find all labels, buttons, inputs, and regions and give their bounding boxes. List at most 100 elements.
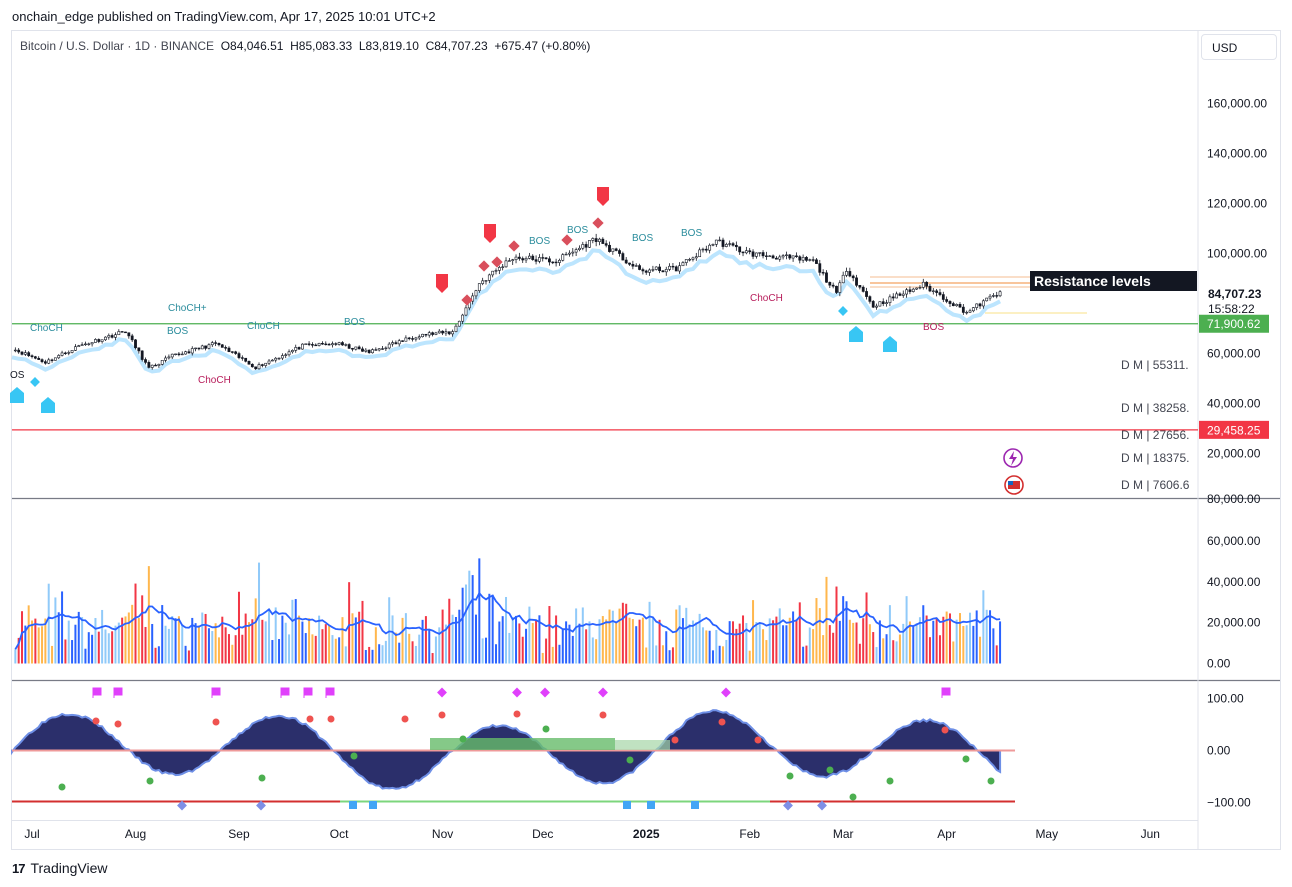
volume-bar	[608, 609, 611, 664]
sell-diamond-marker	[461, 294, 473, 306]
volume-bar	[965, 625, 968, 664]
candle-body	[64, 352, 67, 355]
oscillator-signal-dot	[306, 715, 314, 723]
candle-body	[321, 343, 324, 345]
volume-bar	[364, 650, 367, 664]
volume-bar	[424, 616, 427, 664]
structure-label: ChoCH	[30, 323, 63, 334]
oscillator-signal-dot	[941, 726, 949, 734]
buy-diamond-marker	[838, 306, 848, 316]
volume-bar	[959, 613, 961, 664]
volume-ma-line	[14, 591, 1001, 650]
volume-bar	[127, 612, 130, 664]
volume-tick-label: 80,000.00	[1207, 492, 1261, 506]
volume-bar	[411, 641, 414, 664]
volume-bar	[812, 629, 815, 664]
volume-bar	[204, 613, 207, 664]
structure-label: ChoCH	[247, 321, 280, 332]
oscillator-flag-icon	[211, 687, 221, 698]
candle-body	[311, 344, 314, 346]
candle-body	[975, 303, 979, 308]
structure-label: BOS	[167, 326, 188, 337]
volume-bar	[701, 627, 704, 664]
volume-bar	[301, 621, 304, 664]
volume-bar	[892, 640, 895, 664]
oscillator-flag-icon	[303, 687, 313, 698]
volume-bar	[818, 608, 821, 664]
volume-bar	[374, 627, 377, 664]
oscillator-diamond-marker	[512, 687, 522, 698]
candle-body	[878, 301, 882, 307]
oscillator-signal-dot	[599, 711, 607, 719]
volume-bar	[97, 631, 100, 664]
brand-name: TradingView	[30, 860, 108, 876]
symbol-legend[interactable]: Bitcoin / U.S. Dollar · 1D · BINANCE O84…	[20, 39, 590, 53]
candle-body	[224, 347, 228, 349]
volume-bar	[224, 627, 227, 664]
candle-body	[397, 340, 401, 345]
volume-bar	[568, 624, 571, 664]
volume-bar	[214, 623, 217, 664]
oscillator-flag-icon	[369, 801, 377, 809]
candle-body	[668, 265, 671, 270]
candle-body	[841, 274, 845, 284]
volume-bar	[144, 626, 147, 664]
candle-body	[588, 240, 591, 248]
volume-bar	[471, 575, 474, 664]
volume-bar	[595, 639, 598, 664]
oscillator-signal-dot	[886, 777, 894, 785]
currency-selector[interactable]: USD	[1201, 34, 1277, 60]
candle-body	[775, 257, 778, 260]
candle-body	[524, 258, 528, 261]
candle-body	[561, 254, 565, 261]
candle-body	[147, 362, 151, 368]
structure-label: BOS	[681, 228, 702, 239]
oscillator-flag-icon	[623, 801, 631, 809]
oscillator-flag-icon	[691, 801, 699, 809]
candle-body	[731, 243, 735, 246]
candle-body	[708, 244, 712, 251]
candle-body	[608, 244, 611, 252]
volume-bar	[398, 642, 401, 664]
candle-body	[938, 292, 942, 295]
volume-bar	[328, 625, 331, 664]
oscillator-signal-dot	[438, 711, 446, 719]
candle-body	[20, 351, 24, 355]
dm-label: D M | 18375.	[1121, 451, 1189, 465]
volume-bar	[114, 625, 117, 664]
volume-bar	[418, 634, 421, 664]
candle-body	[260, 364, 264, 366]
volume-bar	[918, 617, 921, 664]
candle-body	[337, 342, 341, 345]
volume-bar	[505, 596, 508, 664]
volume-bar	[54, 597, 57, 664]
volume-bar	[274, 607, 277, 664]
oscillator-flag-icon	[941, 687, 951, 698]
volume-bar	[318, 615, 321, 664]
candle-body	[177, 353, 181, 356]
volume-bar	[922, 605, 925, 664]
volume-bar	[828, 625, 831, 664]
volume-bar	[304, 633, 307, 664]
volume-bar	[495, 644, 498, 664]
volume-bar	[631, 619, 634, 664]
volume-bar	[962, 625, 965, 664]
oscillator-signal-dot	[513, 710, 521, 718]
volume-bar	[348, 582, 351, 664]
volume-bar	[942, 616, 945, 664]
oscillator-signal-dot	[987, 777, 995, 785]
price-tick-label: 140,000.00	[1207, 147, 1267, 161]
volume-bar	[945, 611, 948, 664]
level-price-label: 71,900.62	[1207, 317, 1261, 331]
dm-label: D M | 38258.	[1121, 401, 1189, 415]
candle-body	[207, 344, 211, 349]
candle-body	[451, 331, 455, 335]
candle-body	[795, 255, 798, 257]
candle-body	[411, 338, 414, 340]
time-tick-label: Jun	[1141, 827, 1160, 841]
oscillator-signal-dot	[350, 752, 358, 760]
candle-body	[387, 343, 391, 349]
price-tick-label: 40,000.00	[1207, 397, 1261, 411]
price-tick-label: 100,000.00	[1207, 247, 1267, 261]
